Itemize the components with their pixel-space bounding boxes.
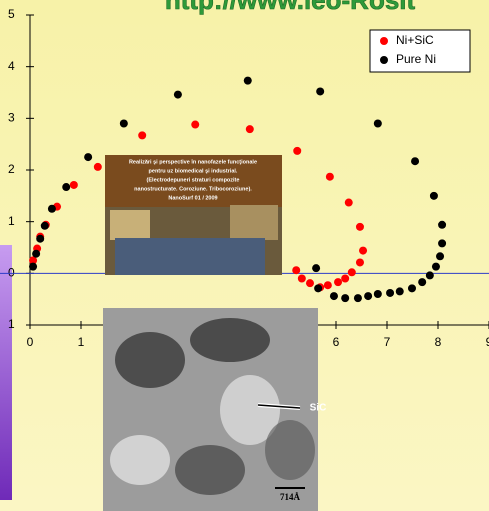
point bbox=[245, 125, 254, 134]
grain bbox=[115, 332, 185, 388]
legend-box bbox=[369, 29, 471, 73]
photo-caption: Realizări şi perspective în nanofazele f… bbox=[129, 159, 257, 165]
y-tick-label: 0 bbox=[8, 266, 15, 280]
x-tick-label: 8 bbox=[435, 335, 442, 349]
photo-shelf bbox=[110, 210, 150, 240]
point bbox=[69, 180, 78, 189]
group-photo: Realizări şi perspective în nanofazele f… bbox=[105, 155, 282, 275]
point bbox=[438, 239, 447, 248]
title: http://www.ieo-Rosit bbox=[165, 0, 416, 15]
x-tick-label: 7 bbox=[384, 335, 391, 349]
point bbox=[29, 262, 38, 271]
grain bbox=[220, 375, 280, 445]
x-tick-label: 6 bbox=[333, 335, 340, 349]
y-tick-label: 4 bbox=[8, 59, 15, 73]
point bbox=[411, 157, 420, 166]
point bbox=[173, 90, 182, 99]
legend-marker bbox=[380, 37, 388, 45]
point bbox=[341, 294, 350, 303]
point bbox=[293, 146, 302, 155]
point bbox=[191, 120, 200, 129]
point bbox=[438, 220, 447, 229]
grain bbox=[175, 445, 245, 495]
point bbox=[119, 119, 128, 128]
arrow bbox=[257, 404, 301, 409]
grain bbox=[190, 318, 270, 362]
point bbox=[305, 279, 314, 288]
data-points bbox=[29, 76, 447, 303]
point bbox=[29, 256, 38, 265]
point bbox=[429, 191, 438, 200]
y-tick-label: 1 bbox=[8, 317, 15, 331]
point bbox=[292, 266, 301, 275]
x-tick-label: 9 bbox=[486, 335, 489, 349]
photo-caption: pentru uz biomedical şi industrial. bbox=[149, 168, 238, 174]
point bbox=[431, 262, 440, 271]
grain bbox=[265, 420, 315, 480]
point bbox=[353, 294, 362, 303]
side-bar bbox=[0, 245, 12, 500]
micrograph-label: SiC bbox=[310, 403, 327, 414]
photo-banner bbox=[105, 155, 282, 207]
y-tick-label: 5 bbox=[8, 7, 15, 21]
point bbox=[40, 221, 49, 230]
x-tick-label: 1 bbox=[78, 335, 85, 349]
point bbox=[62, 183, 71, 192]
legend: Ni+SiC Pure Ni bbox=[369, 29, 471, 73]
point bbox=[323, 281, 332, 290]
photo-caption: nanostructurate. Coroziune. Tribocoroziu… bbox=[134, 186, 252, 192]
photo-caption: NanoSurf 01 / 2009 bbox=[168, 195, 217, 201]
grain bbox=[110, 435, 170, 485]
point bbox=[243, 76, 252, 85]
point bbox=[344, 198, 353, 207]
point bbox=[359, 246, 368, 255]
micrograph: SiC 714Å bbox=[103, 308, 326, 511]
point bbox=[329, 292, 338, 301]
point bbox=[407, 284, 416, 293]
point bbox=[395, 287, 404, 296]
point bbox=[341, 274, 350, 283]
point bbox=[355, 222, 364, 231]
point bbox=[84, 153, 93, 162]
point bbox=[36, 234, 45, 243]
legend-marker bbox=[380, 56, 388, 64]
point bbox=[32, 249, 41, 258]
photo-caption: (Electrodepuneri straturi compozite bbox=[147, 177, 240, 183]
point bbox=[325, 172, 334, 181]
photo-shelf bbox=[230, 205, 278, 240]
y-tick-label: 3 bbox=[8, 111, 15, 125]
legend-label: Ni+SiC bbox=[396, 33, 434, 47]
point bbox=[355, 258, 364, 267]
point bbox=[93, 162, 102, 171]
point bbox=[47, 204, 56, 213]
point bbox=[138, 131, 147, 140]
point bbox=[297, 274, 306, 283]
y-tick-label: 2 bbox=[8, 162, 15, 176]
point bbox=[347, 268, 356, 277]
point bbox=[334, 278, 343, 287]
photo-people bbox=[115, 238, 265, 275]
point bbox=[316, 87, 325, 96]
point bbox=[425, 271, 434, 280]
point bbox=[314, 284, 323, 293]
point bbox=[418, 278, 427, 287]
point bbox=[373, 119, 382, 128]
point bbox=[312, 264, 321, 273]
point bbox=[386, 288, 395, 297]
point bbox=[436, 252, 445, 261]
point bbox=[364, 292, 373, 301]
point bbox=[373, 290, 382, 298]
legend-label: Pure Ni bbox=[396, 52, 436, 66]
y-tick-label: 1 bbox=[8, 214, 15, 228]
scale-label: 714Å bbox=[280, 492, 301, 502]
x-tick-label: 0 bbox=[27, 335, 34, 349]
